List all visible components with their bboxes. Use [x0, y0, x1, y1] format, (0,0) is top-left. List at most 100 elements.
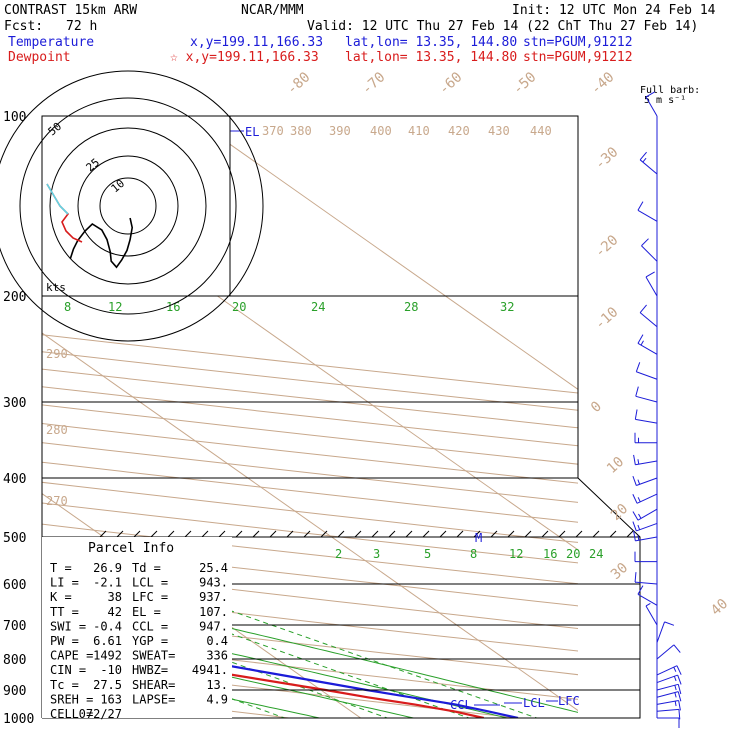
- dry-adiabat: [42, 523, 578, 585]
- wind-barb-flag: [639, 151, 647, 161]
- mixing-ratio-label: 24: [589, 547, 603, 561]
- grid-latlon-dewpoint: lat,lon= 13.35, 144.80: [345, 50, 518, 65]
- barb-key-units: 5 m s⁻¹: [644, 95, 687, 106]
- mixing-ratio-label: 12: [509, 547, 523, 561]
- parcel-param-name: SHEAR=: [132, 678, 175, 692]
- parcel-info-box: [42, 537, 232, 718]
- hatch-mark: [303, 530, 311, 538]
- valid-time: Valid: 12 UTC Thu 27 Feb 14 (22 ChT Thu …: [307, 19, 699, 34]
- hatch-mark: [184, 530, 192, 538]
- dry-adiabat-label: 290: [46, 347, 68, 361]
- isotherm-label: 32: [500, 300, 514, 314]
- dry-adiabat-label: 280: [46, 423, 68, 437]
- wind-barb-flag: [674, 701, 677, 707]
- hatch-mark: [609, 530, 617, 538]
- temperature-profile: [42, 631, 519, 718]
- ccl-label: CCL: [450, 698, 472, 712]
- dry-adiabat-label: 380: [290, 124, 312, 138]
- hatch-mark: [592, 530, 600, 538]
- parcel-param-value: 072/27: [79, 707, 122, 721]
- wind-barb-flag: [645, 603, 651, 607]
- isotherm-line: [189, 116, 578, 390]
- dry-adiabat-label: 430: [488, 124, 510, 138]
- parcel-param-value: 0.4: [206, 634, 228, 648]
- organization: NCAR/MMM: [241, 3, 304, 18]
- parcel-param-name: T =: [50, 561, 72, 575]
- wind-barb-flag: [632, 494, 638, 504]
- hodograph-ring: [77, 155, 179, 257]
- parcel-param-name: LAPSE=: [132, 692, 175, 706]
- hatch-mark: [422, 530, 430, 538]
- dry-adiabat: [42, 545, 578, 607]
- hatch-mark: [252, 530, 260, 538]
- dry-adiabat-label: 390: [329, 124, 351, 138]
- parcel-param-value: -2.1: [93, 576, 122, 590]
- hatch-mark: [320, 530, 328, 538]
- parcel-param-name: SREH =: [50, 692, 93, 706]
- wind-barb-flag: [637, 524, 641, 530]
- wind-barb-flag: [642, 157, 647, 163]
- parcel-param-name: PW =: [50, 634, 79, 648]
- wind-barb: [639, 312, 658, 328]
- skew-isotherm-label: 20: [608, 501, 631, 524]
- wind-barb-flag: [678, 709, 681, 720]
- parcel-param-value: -0.4: [93, 619, 122, 633]
- hatch-mark: [99, 530, 107, 538]
- wind-barb: [635, 418, 658, 424]
- wind-barb-flag: [677, 674, 682, 685]
- wind-barb-flag: [645, 91, 655, 98]
- wind-barb-flag: [640, 340, 644, 346]
- mixing-ratio-label: 20: [566, 547, 580, 561]
- hatch-mark: [218, 530, 226, 538]
- lcl-label: LCL: [523, 696, 545, 710]
- hodograph-ring: [99, 177, 157, 235]
- wind-barb: [637, 508, 658, 521]
- skew-isotherm-label: -70: [359, 69, 389, 98]
- hatch-mark: [626, 530, 634, 538]
- wind-barb-flag: [645, 271, 655, 278]
- hatch-mark: [575, 530, 583, 538]
- skew-isotherm-label: 30: [608, 560, 631, 583]
- mixing-ratio-label: 3: [373, 547, 380, 561]
- dry-adiabat: [42, 637, 578, 700]
- parcel-param-value: 38: [108, 590, 122, 604]
- hatch-mark: [558, 530, 566, 538]
- grid-xy-dewpoint: ☆ x,y=199.11,166.33: [170, 50, 319, 65]
- parcel-param-value: 42: [108, 605, 122, 619]
- init-time: Init: 12 UTC Mon 24 Feb 14: [512, 3, 716, 18]
- parcel-param-name: TT =: [50, 605, 79, 619]
- m-label: M: [475, 531, 482, 545]
- isotherm-label: 16: [166, 300, 180, 314]
- wind-barb-column: [632, 91, 682, 728]
- hatch-mark: [371, 530, 379, 538]
- skew-isotherm-label: -50: [510, 69, 540, 98]
- skew-isotherm-label: 0: [588, 398, 605, 416]
- pressure-tick-label: 900: [3, 684, 26, 699]
- parcel-param-name: Tc =: [50, 678, 79, 692]
- skew-isotherm-label: -80: [284, 69, 314, 98]
- wind-barb: [637, 593, 658, 606]
- wind-barb: [645, 96, 658, 117]
- hatch-mark: [337, 530, 345, 538]
- wind-barb: [636, 371, 658, 380]
- pressure-tick-label: 500: [3, 531, 26, 546]
- parcel-param-value: 26.9: [93, 561, 122, 575]
- dry-adiabat-label: 370: [262, 124, 284, 138]
- wind-barb-flag: [637, 585, 644, 595]
- dry-adiabat-label: 270: [46, 494, 68, 508]
- hodograph-ring: [19, 97, 237, 315]
- wind-barb: [656, 674, 678, 684]
- parcel-param-value: 163: [100, 692, 122, 706]
- parcel-param-name: HWBZ=: [132, 663, 168, 677]
- forecast-hour: 72 h: [66, 19, 98, 34]
- wind-barb-flag: [664, 621, 675, 626]
- mixing-ratio-label: 5: [424, 547, 431, 561]
- grid-xy: x,y=199.11,166.33: [190, 35, 324, 50]
- dry-adiabat: [42, 334, 578, 394]
- hatch-mark: [524, 530, 532, 538]
- station-id-dewpoint: stn=PGUM,91212: [523, 50, 633, 65]
- mixing-ratio-label: 2: [335, 547, 342, 561]
- hatch-mark: [269, 530, 277, 538]
- isotherm-label: 12: [108, 300, 122, 314]
